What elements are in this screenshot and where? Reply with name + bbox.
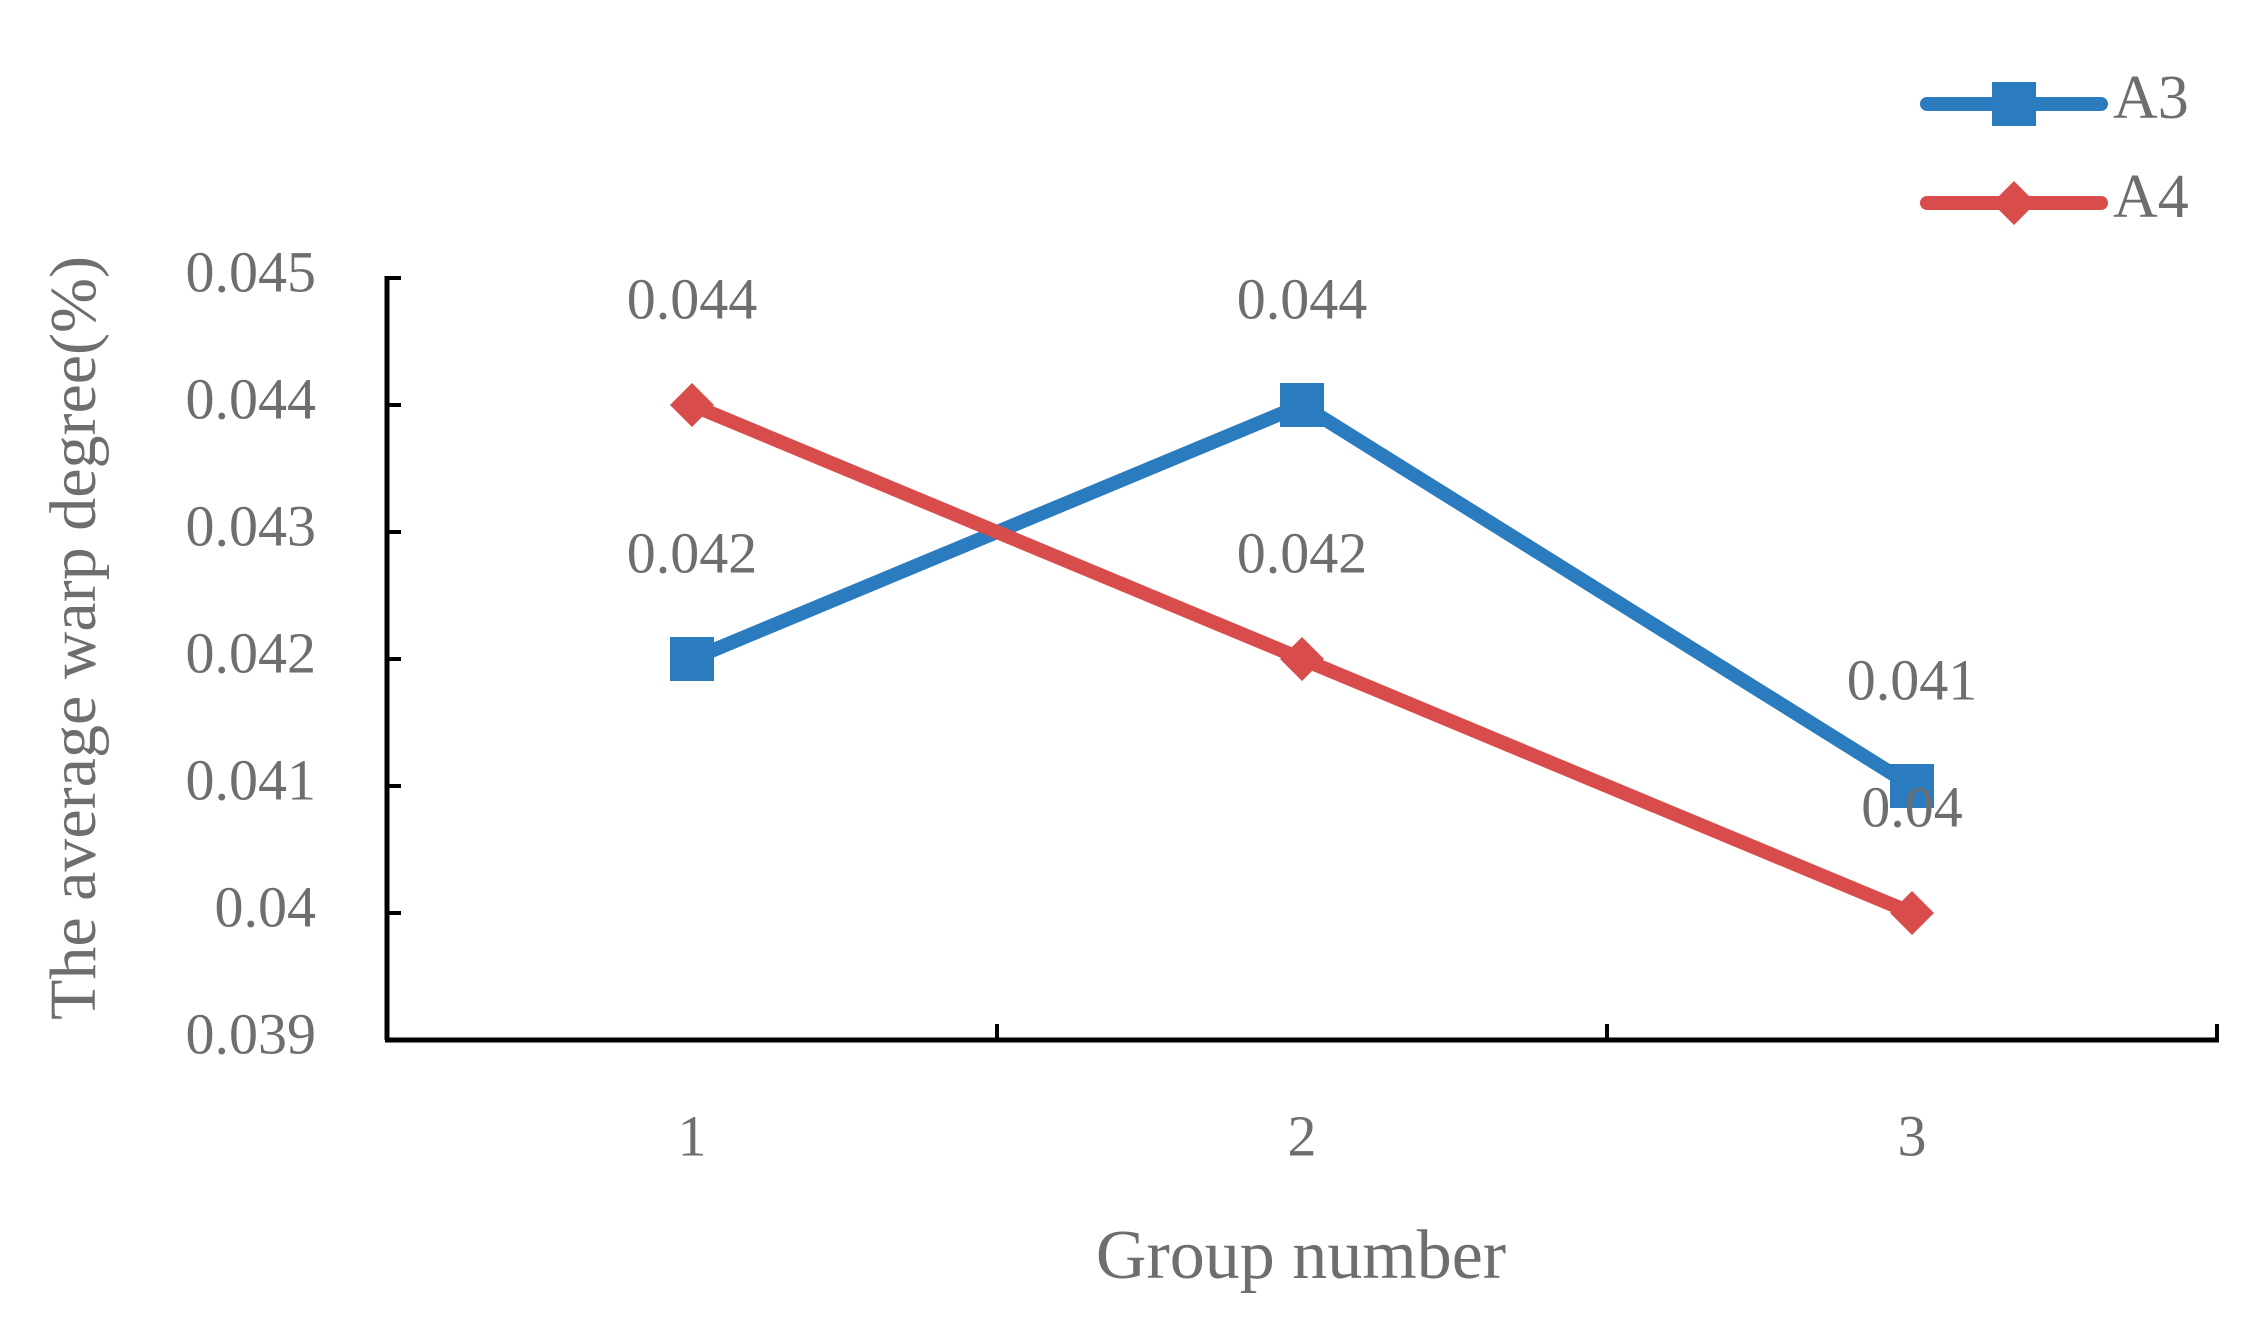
line <box>689 398 1916 792</box>
marker <box>1280 383 1324 427</box>
x-tick-label: 3 <box>1898 1103 1927 1168</box>
data-label: 0.044 <box>627 266 758 331</box>
marker <box>1992 82 2036 126</box>
data-label: 0.042 <box>627 520 758 585</box>
y-tick-label: 0.043 <box>186 493 317 558</box>
data-label: 0.044 <box>1237 266 1368 331</box>
marker <box>1280 637 1324 681</box>
y-tick-label: 0.04 <box>215 874 317 939</box>
x-axis-title: Group number <box>1096 1217 1506 1294</box>
legend-label: A3 <box>2113 64 2189 132</box>
data-label: 0.04 <box>1861 774 1963 839</box>
y-tick-label: 0.039 <box>186 1001 317 1066</box>
y-tick-label: 0.044 <box>186 366 317 431</box>
x-tick-label: 1 <box>678 1103 707 1168</box>
marker <box>670 637 714 681</box>
marker <box>1890 891 1934 935</box>
data-label: 0.041 <box>1847 647 1978 712</box>
y-tick-label: 0.045 <box>186 239 317 304</box>
y-tick-label: 0.041 <box>186 747 317 812</box>
x-tick-label: 2 <box>1288 1103 1317 1168</box>
legend-label: A4 <box>2113 163 2189 231</box>
marker <box>1992 181 2036 225</box>
y-tick-label: 0.042 <box>186 620 317 685</box>
marker <box>1890 764 1934 808</box>
data-label: 0.042 <box>1237 520 1368 585</box>
y-axis-title: The average warp degree(%) <box>37 256 110 1020</box>
marker <box>670 383 714 427</box>
